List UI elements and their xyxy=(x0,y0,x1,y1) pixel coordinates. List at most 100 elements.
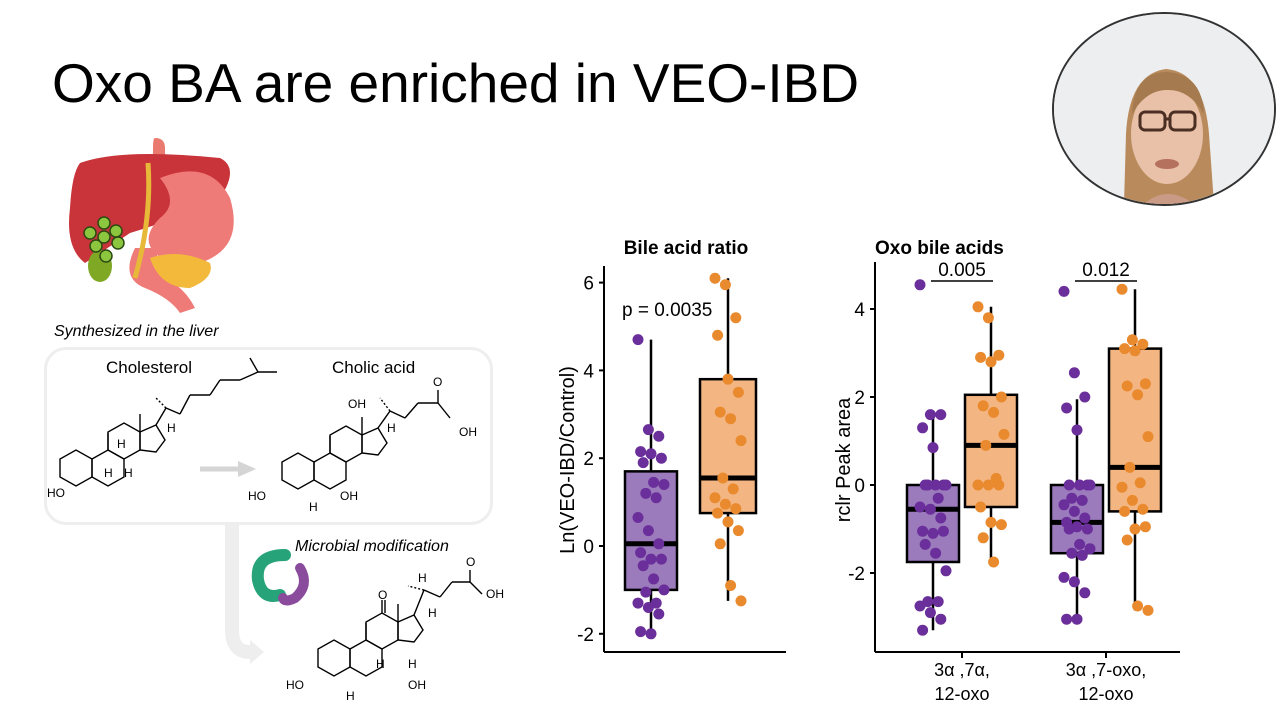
data-point xyxy=(932,492,944,504)
box-orange xyxy=(698,272,758,607)
data-point xyxy=(645,628,657,640)
data-point xyxy=(632,334,644,346)
data-point xyxy=(642,424,654,436)
data-point xyxy=(985,356,997,368)
label-cholic-acid: Cholic acid xyxy=(332,358,416,377)
box-orange-0 xyxy=(963,301,1019,568)
data-point xyxy=(635,446,647,458)
data-point xyxy=(1066,547,1078,559)
data-point xyxy=(1137,338,1149,350)
data-point xyxy=(930,547,942,559)
data-point xyxy=(1058,499,1070,511)
data-point xyxy=(927,442,939,454)
data-point xyxy=(653,538,665,550)
y-tick-label: 0 xyxy=(854,476,865,497)
data-point xyxy=(655,452,667,464)
data-point xyxy=(719,498,731,510)
data-point xyxy=(982,312,994,324)
data-point xyxy=(653,430,665,442)
data-point xyxy=(635,547,647,559)
presenter-avatar-icon xyxy=(1054,14,1274,204)
data-point xyxy=(1076,494,1088,506)
data-point xyxy=(1139,378,1151,390)
data-point xyxy=(995,519,1007,531)
x-tick-label: 3α ,7α, xyxy=(934,660,990,680)
y-tick-label: 6 xyxy=(583,274,594,295)
data-point xyxy=(637,457,649,469)
data-point xyxy=(1132,600,1144,612)
significance-label: 0.012 xyxy=(1082,260,1130,281)
data-point xyxy=(1068,505,1080,517)
data-point xyxy=(914,501,926,513)
data-point xyxy=(1074,538,1086,550)
data-point xyxy=(924,409,936,421)
data-point xyxy=(1142,431,1154,443)
data-point xyxy=(719,279,731,291)
presenter-video xyxy=(1052,12,1276,206)
chart-title-bile-acid-ratio: Bile acid ratio xyxy=(624,238,749,259)
data-point xyxy=(993,479,1005,491)
data-point xyxy=(645,553,657,565)
slide-title: Oxo BA are enriched in VEO-IBD xyxy=(52,52,860,114)
data-point xyxy=(1058,285,1070,297)
data-point xyxy=(712,329,724,341)
y-tick-label: 2 xyxy=(583,449,594,470)
data-point xyxy=(917,525,929,537)
data-point xyxy=(980,439,992,451)
data-point xyxy=(709,272,721,284)
box-purple-0 xyxy=(905,279,961,636)
data-point xyxy=(940,565,952,577)
data-point xyxy=(993,349,1005,361)
data-point xyxy=(1124,461,1136,473)
data-point xyxy=(732,525,744,537)
data-point xyxy=(645,448,657,460)
y-tick-label: 0 xyxy=(583,537,594,558)
data-point xyxy=(988,406,1000,418)
data-point xyxy=(988,556,1000,568)
data-point xyxy=(1119,505,1131,517)
x-tick-label: 12-oxo xyxy=(934,684,989,704)
data-point xyxy=(917,624,929,636)
data-point xyxy=(1063,479,1075,491)
data-point xyxy=(730,503,742,515)
data-point xyxy=(735,435,747,447)
data-point xyxy=(709,492,721,504)
data-point xyxy=(1061,613,1073,625)
data-point xyxy=(1071,424,1083,436)
y-axis-label: rclr Peak area xyxy=(833,397,855,522)
data-point xyxy=(727,483,739,495)
data-point xyxy=(714,538,726,550)
label-cholesterol: Cholesterol xyxy=(106,358,192,377)
y-tick-label: -2 xyxy=(848,564,865,585)
data-point xyxy=(632,597,644,609)
data-point xyxy=(712,507,724,519)
data-point xyxy=(914,279,926,291)
data-point xyxy=(714,406,726,418)
data-point xyxy=(1142,604,1154,616)
y-tick-label: 4 xyxy=(583,361,594,382)
data-point xyxy=(940,479,952,491)
data-point xyxy=(972,301,984,313)
data-point xyxy=(1079,587,1091,599)
data-point xyxy=(1121,380,1133,392)
data-point xyxy=(1129,345,1141,357)
y-tick-label: 2 xyxy=(854,388,865,409)
data-point xyxy=(935,409,947,421)
data-point xyxy=(717,472,729,484)
data-point xyxy=(640,487,652,499)
data-point xyxy=(985,516,997,528)
box-purple-1 xyxy=(1049,285,1105,625)
synthesis-panel xyxy=(44,347,493,525)
caption-microbial: Microbial modification xyxy=(295,538,449,555)
data-point xyxy=(1068,576,1080,588)
data-point xyxy=(977,532,989,544)
data-point xyxy=(1139,521,1151,533)
data-point xyxy=(935,613,947,625)
data-point xyxy=(1079,391,1091,403)
data-point xyxy=(932,596,944,608)
data-point xyxy=(1084,479,1096,491)
data-point xyxy=(642,525,654,537)
data-point xyxy=(735,595,747,607)
data-point xyxy=(658,479,670,491)
